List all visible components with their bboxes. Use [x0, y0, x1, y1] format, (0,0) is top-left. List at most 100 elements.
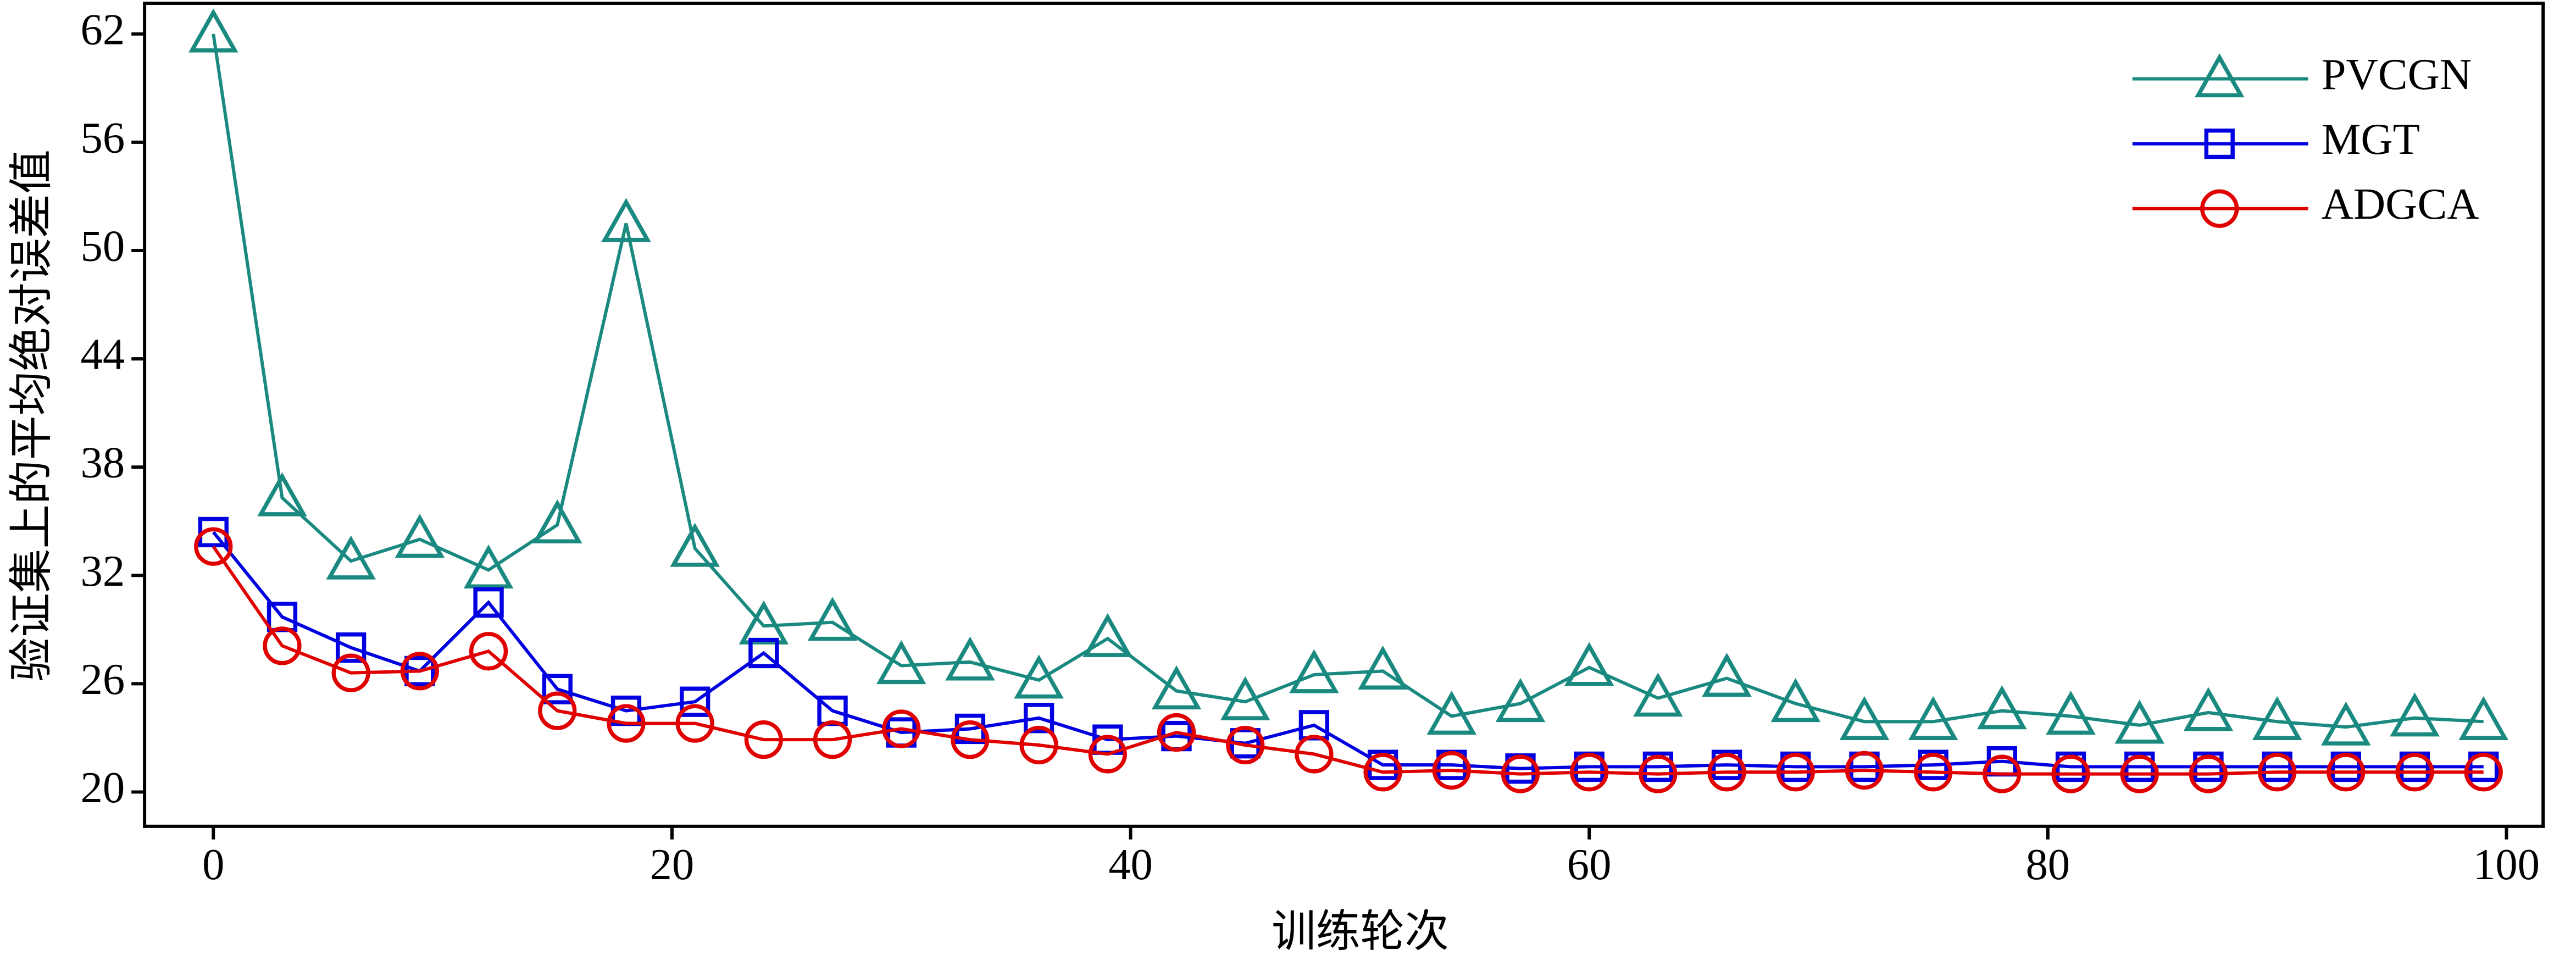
y-tick-label: 26 — [81, 655, 125, 704]
marker — [1426, 691, 1477, 735]
marker — [1501, 754, 1540, 793]
marker — [1363, 753, 1402, 792]
marker — [257, 472, 307, 516]
marker — [876, 640, 926, 685]
legend-label: MGT — [2322, 115, 2420, 164]
marker — [1151, 665, 1202, 710]
marker — [336, 632, 367, 663]
marker — [813, 720, 852, 759]
marker — [1570, 753, 1609, 792]
marker — [1711, 749, 1742, 780]
marker — [2120, 754, 2159, 793]
marker — [469, 632, 508, 671]
marker — [739, 600, 789, 645]
marker — [2189, 754, 2228, 793]
marker — [1082, 613, 1133, 657]
legend-label: ADGCA — [2322, 180, 2479, 229]
marker — [748, 637, 779, 669]
x-axis-label: 训练轮次 — [1272, 908, 1449, 957]
marker — [1289, 649, 1339, 693]
legend-marker — [2194, 53, 2245, 98]
x-tick-label: 20 — [650, 840, 695, 889]
x-tick-label: 100 — [2473, 840, 2540, 889]
marker — [675, 704, 714, 743]
marker — [2395, 753, 2434, 792]
marker — [670, 523, 720, 567]
series-line — [212, 545, 2484, 776]
x-tick-label: 60 — [1567, 840, 1612, 889]
x-tick-label: 80 — [2025, 840, 2070, 889]
marker — [1770, 678, 1821, 723]
marker — [2055, 751, 2086, 782]
marker — [1157, 713, 1196, 752]
marker — [400, 652, 440, 691]
y-tick-label: 62 — [81, 5, 125, 54]
marker — [2327, 753, 2366, 792]
marker — [1019, 725, 1058, 765]
marker — [263, 626, 302, 665]
marker — [2124, 751, 2155, 782]
marker — [395, 514, 445, 558]
series-line — [212, 34, 2484, 729]
y-tick-label: 56 — [81, 113, 125, 162]
plot-frame — [143, 1, 2545, 828]
marker — [1220, 676, 1270, 720]
marker — [1983, 754, 2022, 793]
marker — [1776, 753, 1815, 792]
marker — [1977, 685, 2027, 730]
marker — [2183, 687, 2234, 731]
marker — [2193, 751, 2224, 782]
marker — [2046, 691, 2096, 735]
marker — [1908, 696, 1958, 740]
legend-marker — [2204, 128, 2235, 159]
marker — [607, 704, 646, 743]
marker — [2051, 754, 2090, 793]
marker — [679, 686, 710, 717]
y-tick-label: 38 — [81, 438, 125, 487]
x-tick-label: 0 — [202, 840, 224, 889]
series-line — [212, 531, 2484, 770]
marker — [326, 535, 376, 580]
x-tick-label: 40 — [1108, 840, 1153, 889]
legend-marker — [2200, 189, 2239, 228]
marker — [2321, 701, 2371, 746]
legend-label: PVCGN — [2322, 50, 2472, 99]
marker — [945, 636, 995, 681]
marker — [951, 720, 990, 759]
marker — [1845, 751, 1884, 790]
marker — [2252, 696, 2302, 740]
marker — [532, 499, 582, 543]
marker — [331, 653, 370, 692]
marker — [1639, 754, 1678, 793]
marker — [198, 516, 229, 548]
marker — [1358, 645, 1408, 690]
marker — [601, 198, 651, 242]
marker — [1088, 735, 1127, 774]
marker — [2464, 753, 2503, 792]
marker — [1918, 749, 1948, 780]
y-axis-label: 验证集上的平均绝对误差值 — [7, 149, 56, 682]
marker — [1707, 753, 1746, 792]
marker — [194, 527, 233, 566]
marker — [1367, 749, 1398, 780]
marker — [538, 691, 577, 730]
y-tick-label: 50 — [81, 222, 125, 271]
marker — [1495, 678, 1546, 723]
marker — [1023, 703, 1054, 734]
marker — [188, 8, 238, 53]
marker — [2458, 696, 2508, 740]
y-tick-label: 44 — [81, 330, 125, 379]
marker — [744, 720, 783, 759]
marker — [2257, 753, 2297, 792]
marker — [1226, 725, 1265, 765]
marker — [2114, 699, 2165, 744]
marker — [1014, 654, 1064, 699]
marker — [542, 674, 573, 704]
marker — [882, 709, 921, 748]
y-tick-label: 32 — [81, 547, 125, 596]
marker — [1564, 642, 1614, 686]
marker — [463, 544, 514, 589]
marker — [1633, 673, 1683, 717]
marker — [807, 597, 858, 641]
